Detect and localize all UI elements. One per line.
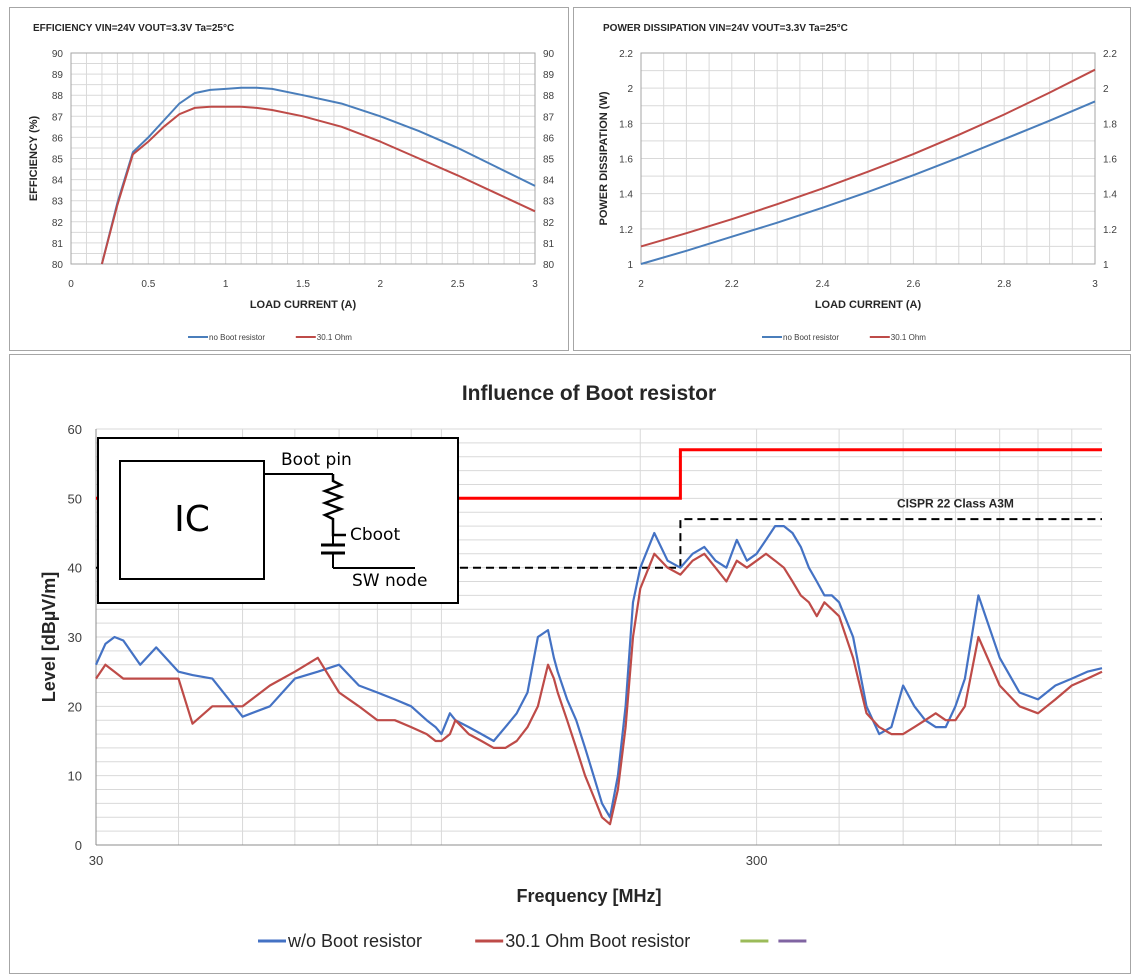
legend-label: 30.1 Ohm Boot resistor [505, 931, 690, 951]
y-tick-label-left: 2.2 [619, 49, 633, 60]
y-tick-label-right: 1 [1103, 260, 1109, 271]
x-tick-label: 3 [1092, 279, 1098, 290]
y-tick-label-left: 87 [52, 112, 64, 123]
x-tick-label: 2.6 [906, 279, 920, 290]
boot-pin-label: Boot pin [281, 450, 352, 470]
y-tick-label-right: 88 [543, 91, 555, 102]
legend-label: no Boot resistor [783, 333, 839, 342]
y-tick-label: 10 [68, 769, 82, 784]
x-tick-label: 2.2 [725, 279, 739, 290]
y-tick-label-left: 2 [627, 84, 633, 95]
x-tick-label: 2.8 [997, 279, 1011, 290]
ic-label: IC [174, 499, 210, 540]
y-tick-label-right: 85 [543, 155, 555, 166]
y-tick-label-left: 82 [52, 218, 64, 229]
y-tick-label-left: 80 [52, 260, 64, 271]
y-tick-label-left: 85 [52, 155, 64, 166]
y-tick-label-left: 1.2 [619, 225, 633, 236]
y-tick-label-right: 2.2 [1103, 49, 1117, 60]
y-tick-label-right: 80 [543, 260, 555, 271]
y-tick-label-right: 87 [543, 112, 555, 123]
legend-label: w/o Boot resistor [287, 931, 422, 951]
x-tick-label: 1 [223, 279, 229, 290]
boot-resistor-schematic: IC Boot pin Cboot SW node [97, 437, 459, 604]
y-tick-label-left: 84 [52, 176, 64, 187]
emi-chart: Influence of Boot resistor Frequency [MHz… [39, 382, 1103, 951]
y-tick-label: 30 [68, 630, 82, 645]
cispr-annotation: CISPR 22 Class A3M [897, 496, 1014, 510]
efficiency-chart-panel: EFFICIENCY VIN=24V VOUT=3.3V Ta=25°C 80 80… [9, 7, 569, 351]
x-tick-label: 3 [532, 279, 538, 290]
series-line-0 [100, 86, 536, 265]
y-axis-label: POWER DISSIPATION (W) [598, 91, 610, 225]
y-tick-label-right: 83 [543, 197, 555, 208]
efficiency-chart: EFFICIENCY VIN=24V VOUT=3.3V Ta=25°C 80 80… [28, 23, 555, 342]
y-tick-label-left: 88 [52, 91, 64, 102]
power-dissipation-chart: POWER DISSIPATION VIN=24V VOUT=3.3V Ta=2… [598, 23, 1117, 342]
cboot-label: Cboot [350, 525, 400, 545]
x-tick-label: 2 [378, 279, 384, 290]
chart-title: EFFICIENCY VIN=24V VOUT=3.3V Ta=25°C [33, 23, 234, 34]
y-tick-label-left: 83 [52, 197, 64, 208]
y-tick-label-left: 90 [52, 49, 64, 60]
x-tick-label: 0 [68, 279, 74, 290]
x-tick-label: 2.5 [451, 279, 465, 290]
chart-title: POWER DISSIPATION VIN=24V VOUT=3.3V Ta=2… [603, 23, 848, 34]
y-tick-label-right: 1.8 [1103, 119, 1117, 130]
x-tick-label: 2.4 [816, 279, 830, 290]
series-line-0 [640, 100, 1096, 265]
legend-label: 30.1 Ohm [317, 333, 352, 342]
x-axis-label: Frequency [MHz] [516, 886, 661, 906]
y-tick-label-right: 90 [543, 49, 555, 60]
y-tick-label-right: 1.2 [1103, 225, 1117, 236]
y-axis-label: EFFICIENCY (%) [28, 115, 40, 201]
x-tick-label: 0.5 [141, 279, 155, 290]
x-tick-label: 30 [89, 853, 103, 868]
y-tick-label-left: 81 [52, 239, 64, 250]
sw-node-label: SW node [352, 571, 427, 591]
y-tick-label: 0 [75, 838, 82, 853]
y-tick-label-left: 1.6 [619, 155, 633, 166]
y-tick-label-left: 1.4 [619, 190, 633, 201]
series-line-0 [94, 525, 1103, 819]
x-axis-label: LOAD CURRENT (A) [250, 299, 357, 311]
ic-block [119, 460, 265, 580]
y-tick-label-right: 89 [543, 70, 555, 81]
legend-label: 30.1 Ohm [891, 333, 926, 342]
y-tick-label-right: 82 [543, 218, 555, 229]
y-tick-label-left: 86 [52, 133, 64, 144]
y-tick-label: 50 [68, 491, 82, 506]
y-tick-label-left: 1 [627, 260, 633, 271]
y-tick-label: 60 [68, 422, 82, 437]
plot-area [70, 52, 536, 265]
y-tick-label-left: 1.8 [619, 119, 633, 130]
y-tick-label-right: 84 [543, 176, 555, 187]
plot-area [640, 52, 1096, 265]
x-tick-label: 300 [746, 853, 768, 868]
x-axis-label: LOAD CURRENT (A) [815, 299, 922, 311]
series-line-1 [100, 105, 536, 265]
y-tick-label-right: 81 [543, 239, 555, 250]
y-tick-label-left: 89 [52, 70, 64, 81]
x-tick-label: 2 [638, 279, 644, 290]
y-tick-label: 20 [68, 699, 82, 714]
legend-label: no Boot resistor [209, 333, 265, 342]
series-line-1 [95, 552, 1103, 826]
y-tick-label-right: 1.4 [1103, 190, 1117, 201]
series-line-1 [640, 68, 1096, 248]
y-tick-label-right: 1.6 [1103, 155, 1117, 166]
y-axis-label: Level [dBµV/m] [39, 572, 59, 702]
power-dissipation-chart-panel: POWER DISSIPATION VIN=24V VOUT=3.3V Ta=2… [573, 7, 1131, 351]
y-tick-label-right: 2 [1103, 84, 1109, 95]
x-tick-label: 1.5 [296, 279, 310, 290]
chart-title: Influence of Boot resistor [462, 382, 716, 405]
emi-chart-panel: Influence of Boot resistor Frequency [MHz… [9, 354, 1131, 974]
y-tick-label-right: 86 [543, 133, 555, 144]
y-tick-label: 40 [68, 561, 82, 576]
resistor-symbol [321, 474, 346, 537]
